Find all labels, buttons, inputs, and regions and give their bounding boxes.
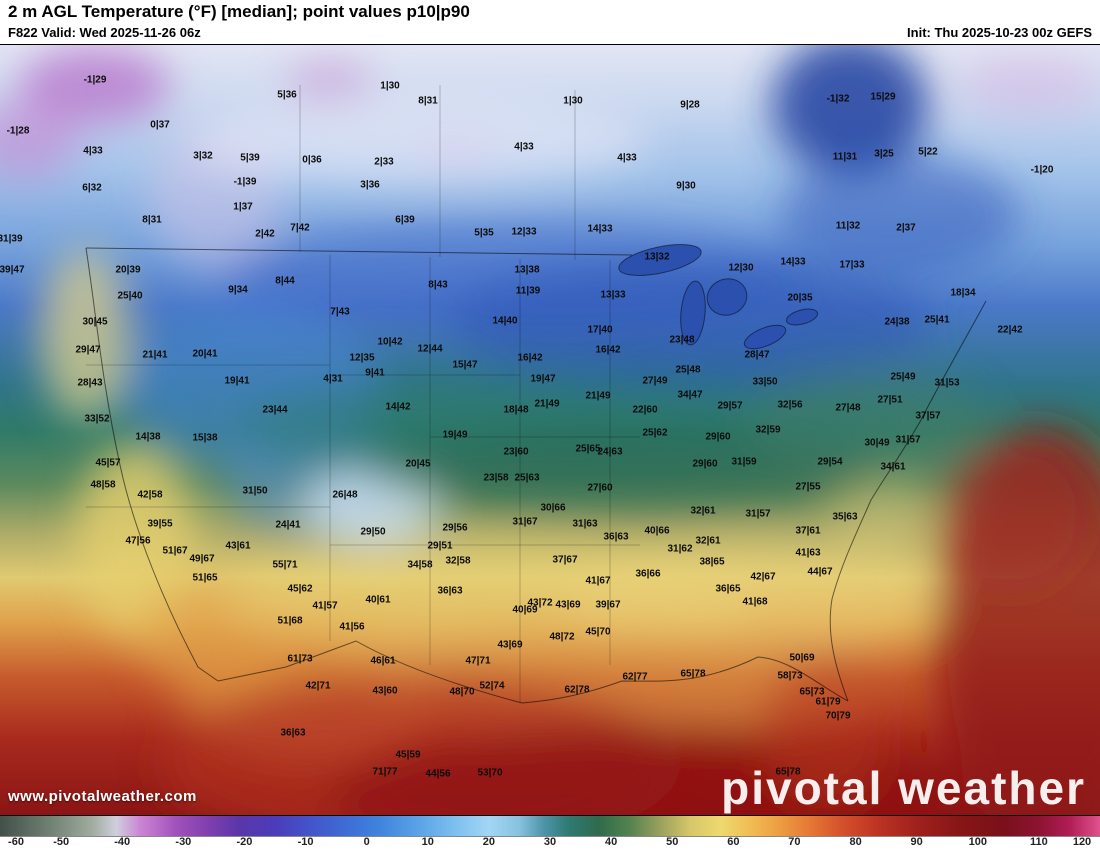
colorbar: -60 -50 -40 -30 -20 -10 0 10 20 30 40 50 60 70 80 90 100… bbox=[0, 816, 1100, 850]
header: 2 m AGL Temperature (°F) [median]; point… bbox=[0, 0, 1100, 44]
brand-logo: pivotal weather bbox=[721, 762, 1086, 814]
map-canvas: www.pivotalweather.com pivotal weather bbox=[0, 44, 1100, 816]
colorbar-tick-label: 60 bbox=[727, 836, 740, 848]
colorbar-gradient bbox=[0, 816, 1100, 837]
page-title: 2 m AGL Temperature (°F) [median]; point… bbox=[8, 2, 470, 21]
colorbar-tick-label: -40 bbox=[114, 836, 131, 848]
colorbar-tick-label: 100 bbox=[968, 836, 987, 848]
colorbar-tick-label: -10 bbox=[297, 836, 314, 848]
init-time: Init: Thu 2025-10-23 00z GEFS bbox=[907, 25, 1092, 40]
colorbar-tick-label: 10 bbox=[421, 836, 434, 848]
colorbar-tick-label: 80 bbox=[849, 836, 862, 848]
colorbar-tick-label: -30 bbox=[175, 836, 192, 848]
colorbar-tick-label: 120 bbox=[1072, 836, 1092, 848]
great-lakes bbox=[618, 244, 819, 350]
state-borders bbox=[86, 85, 640, 703]
colorbar-tick-label: 40 bbox=[605, 836, 618, 848]
colorbar-tick-label: 30 bbox=[543, 836, 557, 848]
colorbar-tick-label: 70 bbox=[788, 836, 801, 848]
colorbar-ticks: -60 -50 -40 -30 -20 -10 0 10 20 30 40 50 60 70 80 90 100… bbox=[0, 836, 1100, 850]
borders bbox=[85, 247, 987, 704]
colorbar-tick-label: 50 bbox=[666, 836, 679, 848]
watermark-url: www.pivotalweather.com bbox=[8, 788, 197, 805]
colorbar-tick-label: 20 bbox=[482, 836, 495, 848]
temperature-field bbox=[0, 45, 1100, 815]
colorbar-tick-label: -50 bbox=[53, 836, 70, 848]
colorbar-tick-label: 110 bbox=[1029, 836, 1048, 848]
colorbar-tick-label: -20 bbox=[236, 836, 253, 848]
header-meta: F822 Valid: Wed 2025-11-26 06z Init: Thu… bbox=[8, 25, 1092, 41]
colorbar-tick-label: -60 bbox=[8, 836, 24, 848]
colorbar-tick-label: 90 bbox=[910, 836, 923, 848]
valid-time: F822 Valid: Wed 2025-11-26 06z bbox=[8, 25, 201, 40]
colorbar-tick-label: 0 bbox=[363, 836, 370, 848]
